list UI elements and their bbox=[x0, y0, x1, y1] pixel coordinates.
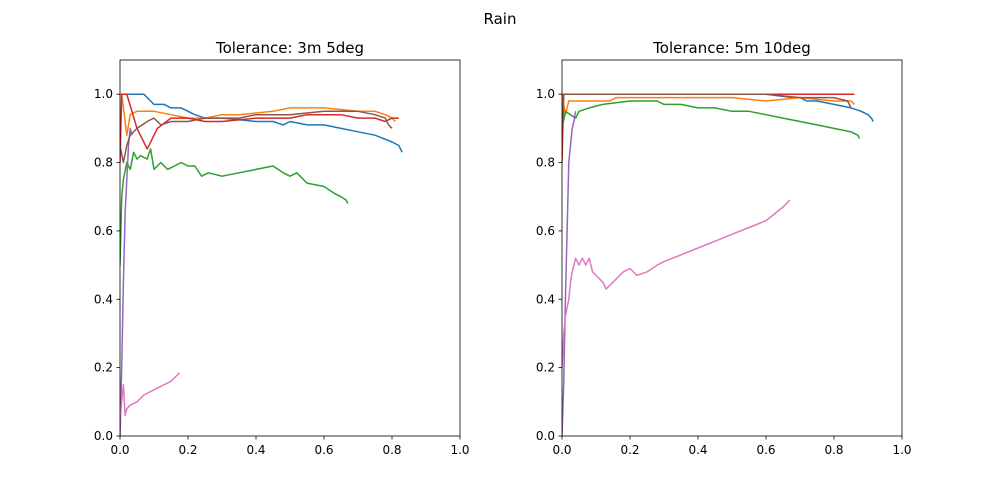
left-y-tick-label: 0.2 bbox=[94, 361, 113, 375]
left-subplot-title: Tolerance: 3m 5deg bbox=[215, 39, 364, 57]
right-x-tick-label: 0.0 bbox=[552, 443, 571, 457]
right-x-tick-label: 0.2 bbox=[620, 443, 639, 457]
left-x-tick-label: 0.6 bbox=[314, 443, 333, 457]
left-series-line-7 bbox=[120, 372, 181, 419]
right-subplot: Tolerance: 5m 10deg 0.0 0.2 0.4 0.6 0.8 1.0 0.… bbox=[536, 39, 912, 457]
right-series-group bbox=[562, 93, 874, 436]
left-x-tick-label: 0.0 bbox=[110, 443, 129, 457]
right-series-line-2 bbox=[562, 94, 855, 116]
right-axes-frame bbox=[561, 59, 903, 437]
right-y-tick-label: 0.4 bbox=[536, 292, 555, 306]
left-y-tick-label: 0.0 bbox=[94, 429, 113, 443]
left-axes-frame bbox=[119, 59, 461, 437]
right-x-tick-label: 0.4 bbox=[688, 443, 707, 457]
right-x-tick-label: 1.0 bbox=[892, 443, 911, 457]
right-y-tick-label: 0.8 bbox=[536, 156, 555, 170]
right-series-line-6 bbox=[562, 93, 852, 129]
right-series-line-7 bbox=[562, 199, 791, 368]
right-y-tick-label: 0.6 bbox=[536, 224, 555, 238]
left-series-line-5 bbox=[120, 127, 133, 436]
left-series-line-4 bbox=[120, 93, 399, 163]
right-x-tick-label: 0.8 bbox=[824, 443, 843, 457]
left-y-tick-label: 0.8 bbox=[94, 156, 113, 170]
figure-suptitle: Rain bbox=[484, 10, 517, 28]
left-x-tick-label: 0.4 bbox=[246, 443, 265, 457]
left-x-tick-label: 0.8 bbox=[382, 443, 401, 457]
right-y-tick-label: 1.0 bbox=[536, 87, 555, 101]
left-series-group bbox=[120, 93, 403, 436]
left-y-tick-label: 0.6 bbox=[94, 224, 113, 238]
left-series-line-3 bbox=[120, 148, 349, 266]
right-series-line-3 bbox=[562, 100, 861, 139]
left-y-tick-label: 0.4 bbox=[94, 292, 113, 306]
left-x-tick-label: 1.0 bbox=[450, 443, 469, 457]
right-y-tick-label: 0.0 bbox=[536, 429, 555, 443]
right-series-line-5 bbox=[562, 111, 577, 436]
right-x-tick-label: 0.6 bbox=[756, 443, 775, 457]
left-y-tick-label: 1.0 bbox=[94, 87, 113, 101]
right-y-tick-label: 0.2 bbox=[536, 361, 555, 375]
left-subplot: Tolerance: 3m 5deg 0.0 0.2 0.4 0.6 0.8 1.0 0.0… bbox=[94, 39, 470, 457]
left-series-line-6 bbox=[120, 110, 393, 164]
right-subplot-title: Tolerance: 5m 10deg bbox=[652, 39, 811, 57]
left-x-tick-label: 0.2 bbox=[178, 443, 197, 457]
